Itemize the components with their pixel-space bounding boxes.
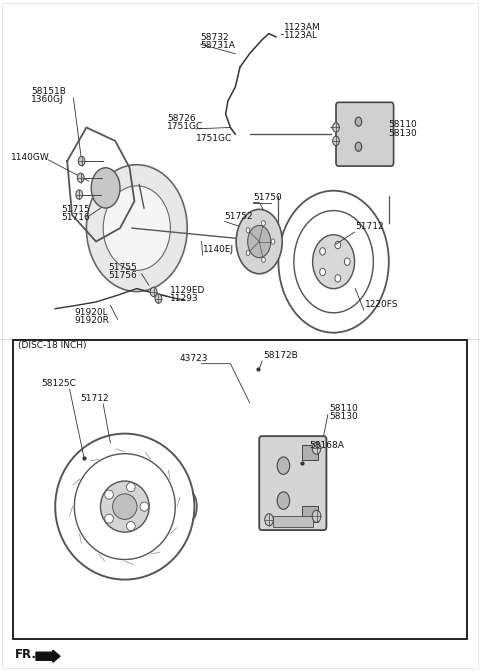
Circle shape: [155, 294, 162, 303]
Text: 1140GW: 1140GW: [11, 153, 49, 162]
Text: 91920L: 91920L: [74, 309, 108, 317]
Circle shape: [150, 287, 157, 297]
Ellipse shape: [335, 242, 341, 249]
Text: 51716: 51716: [61, 213, 90, 222]
Text: 43723: 43723: [180, 354, 208, 363]
Circle shape: [277, 457, 290, 474]
Ellipse shape: [127, 482, 135, 492]
Ellipse shape: [127, 521, 135, 531]
Circle shape: [333, 136, 339, 146]
Text: 11293: 11293: [170, 294, 199, 303]
Circle shape: [91, 168, 120, 208]
Ellipse shape: [320, 268, 325, 276]
Circle shape: [78, 156, 85, 166]
Text: 51755: 51755: [108, 263, 137, 272]
Text: 1751GC: 1751GC: [196, 134, 232, 143]
Ellipse shape: [344, 258, 350, 266]
Text: 58151B: 58151B: [31, 87, 66, 96]
Text: 1129ED: 1129ED: [170, 286, 206, 295]
Circle shape: [76, 190, 83, 199]
Text: 58731A: 58731A: [201, 42, 236, 50]
Text: 51712: 51712: [355, 223, 384, 231]
Bar: [302, 506, 318, 521]
Ellipse shape: [103, 186, 170, 270]
Ellipse shape: [105, 490, 113, 499]
Text: 51756: 51756: [108, 271, 137, 280]
Text: (DISC-18 INCH): (DISC-18 INCH): [18, 341, 87, 350]
Bar: [273, 516, 313, 527]
Circle shape: [312, 510, 321, 522]
Circle shape: [262, 221, 265, 225]
Ellipse shape: [312, 235, 355, 289]
Circle shape: [246, 250, 250, 256]
Text: 58125C: 58125C: [41, 380, 76, 389]
Circle shape: [277, 492, 290, 509]
Text: 58172B: 58172B: [263, 352, 298, 360]
Ellipse shape: [100, 481, 149, 532]
Text: 51752: 51752: [225, 212, 253, 221]
Bar: [302, 445, 318, 460]
Text: 1140EJ: 1140EJ: [203, 246, 234, 254]
Text: 58168A: 58168A: [310, 442, 345, 450]
Text: 58726: 58726: [167, 114, 196, 123]
Text: 91920R: 91920R: [74, 317, 109, 325]
Ellipse shape: [105, 514, 113, 523]
Text: 51750: 51750: [253, 193, 282, 202]
Text: 1123AL: 1123AL: [284, 31, 318, 40]
Ellipse shape: [335, 274, 341, 282]
Circle shape: [271, 239, 275, 244]
Ellipse shape: [140, 502, 149, 511]
Circle shape: [312, 442, 321, 454]
Bar: [13, 340, 467, 639]
Text: 58110: 58110: [329, 404, 358, 413]
Text: 51712: 51712: [81, 395, 109, 403]
Text: 51715: 51715: [61, 205, 90, 214]
Ellipse shape: [248, 225, 271, 258]
Text: 58110: 58110: [388, 121, 417, 130]
Text: 1751GC: 1751GC: [167, 122, 204, 131]
Text: FR.: FR.: [14, 648, 36, 662]
Text: 1220FS: 1220FS: [365, 301, 398, 309]
Circle shape: [333, 123, 339, 132]
Text: 1360GJ: 1360GJ: [31, 95, 64, 104]
Text: 1123AM: 1123AM: [284, 23, 321, 32]
Ellipse shape: [236, 209, 282, 274]
Circle shape: [265, 514, 274, 526]
Ellipse shape: [86, 165, 187, 291]
Ellipse shape: [113, 494, 137, 519]
Circle shape: [246, 227, 250, 233]
Circle shape: [355, 117, 362, 126]
Text: 58130: 58130: [329, 412, 358, 421]
FancyBboxPatch shape: [336, 102, 394, 166]
Circle shape: [355, 142, 362, 152]
Text: 58130: 58130: [388, 129, 417, 138]
Ellipse shape: [320, 248, 325, 255]
Circle shape: [262, 258, 265, 262]
Text: 58732: 58732: [201, 34, 229, 42]
Circle shape: [77, 173, 84, 183]
FancyBboxPatch shape: [259, 436, 326, 530]
FancyArrow shape: [36, 650, 60, 662]
